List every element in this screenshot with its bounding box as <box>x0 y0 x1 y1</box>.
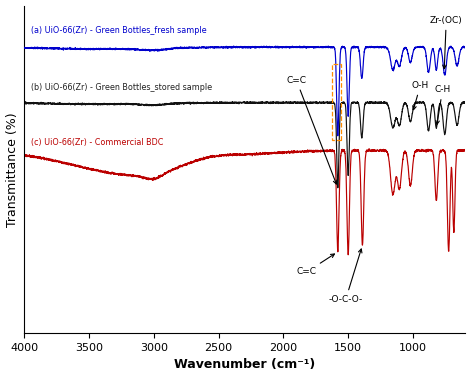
Text: C=C: C=C <box>297 254 335 276</box>
Text: O-H: O-H <box>412 81 429 110</box>
Text: Zr-(OC): Zr-(OC) <box>430 16 463 69</box>
Text: (c) UiO-66(Zr) - Commercial BDC: (c) UiO-66(Zr) - Commercial BDC <box>31 138 163 147</box>
Text: C-H: C-H <box>434 85 451 124</box>
Text: (a) UiO-66(Zr) - Green Bottles_fresh sample: (a) UiO-66(Zr) - Green Bottles_fresh sam… <box>31 26 206 35</box>
Text: (b) UiO-66(Zr) - Green Bottles_stored sample: (b) UiO-66(Zr) - Green Bottles_stored sa… <box>31 83 212 92</box>
X-axis label: Wavenumber (cm⁻¹): Wavenumber (cm⁻¹) <box>174 359 315 371</box>
Y-axis label: Transmittance (%): Transmittance (%) <box>6 112 18 227</box>
Text: -O-C-O-: -O-C-O- <box>328 249 363 304</box>
Bar <box>332 64 341 139</box>
Text: C=C: C=C <box>286 76 337 184</box>
